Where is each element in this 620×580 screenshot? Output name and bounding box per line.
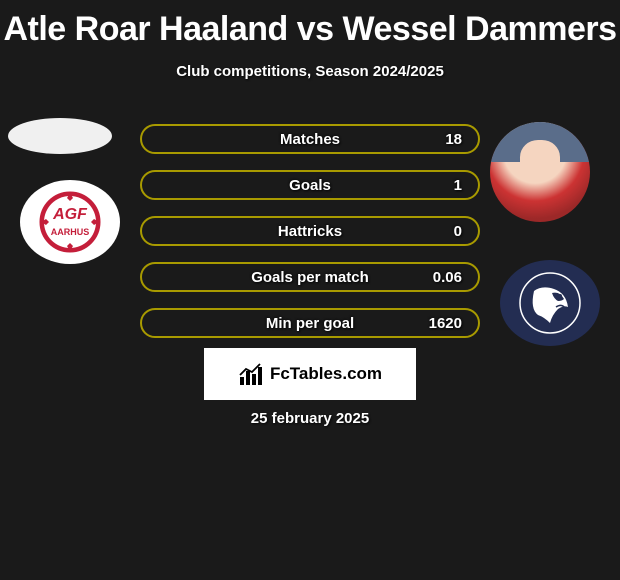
stat-label: Min per goal [142, 315, 478, 332]
stat-row: Goals1 [140, 170, 480, 200]
stat-label: Goals [142, 177, 478, 194]
player1-club-badge: AGF AARHUS [20, 180, 120, 264]
svg-text:AARHUS: AARHUS [51, 227, 90, 237]
agf-badge-icon: AGF AARHUS [30, 187, 110, 257]
stats-panel: Matches18 Goals1 Hattricks0 Goals per match… [140, 124, 480, 354]
player1-avatar [8, 118, 112, 154]
stat-value: 1 [454, 177, 462, 194]
stat-row: Min per goal1620 [140, 308, 480, 338]
stat-value: 1620 [429, 315, 462, 332]
stat-value: 0 [454, 223, 462, 240]
logo-text: FcTables.com [270, 364, 382, 384]
page-title: Atle Roar Haaland vs Wessel Dammers [0, 0, 620, 49]
source-logo: FcTables.com [204, 348, 416, 400]
stat-row: Matches18 [140, 124, 480, 154]
stat-row: Goals per match0.06 [140, 262, 480, 292]
stat-value: 0.06 [433, 269, 462, 286]
date-label: 25 february 2025 [0, 410, 620, 427]
subtitle: Club competitions, Season 2024/2025 [0, 63, 620, 80]
svg-text:AGF: AGF [52, 206, 88, 223]
player2-club-badge [500, 260, 600, 346]
stat-label: Goals per match [142, 269, 478, 286]
stat-label: Hattricks [142, 223, 478, 240]
chart-icon [238, 361, 264, 387]
stat-value: 18 [445, 131, 462, 148]
stat-row: Hattricks0 [140, 216, 480, 246]
stat-label: Matches [142, 131, 478, 148]
player2-avatar [490, 122, 590, 222]
randers-badge-icon [514, 271, 586, 335]
